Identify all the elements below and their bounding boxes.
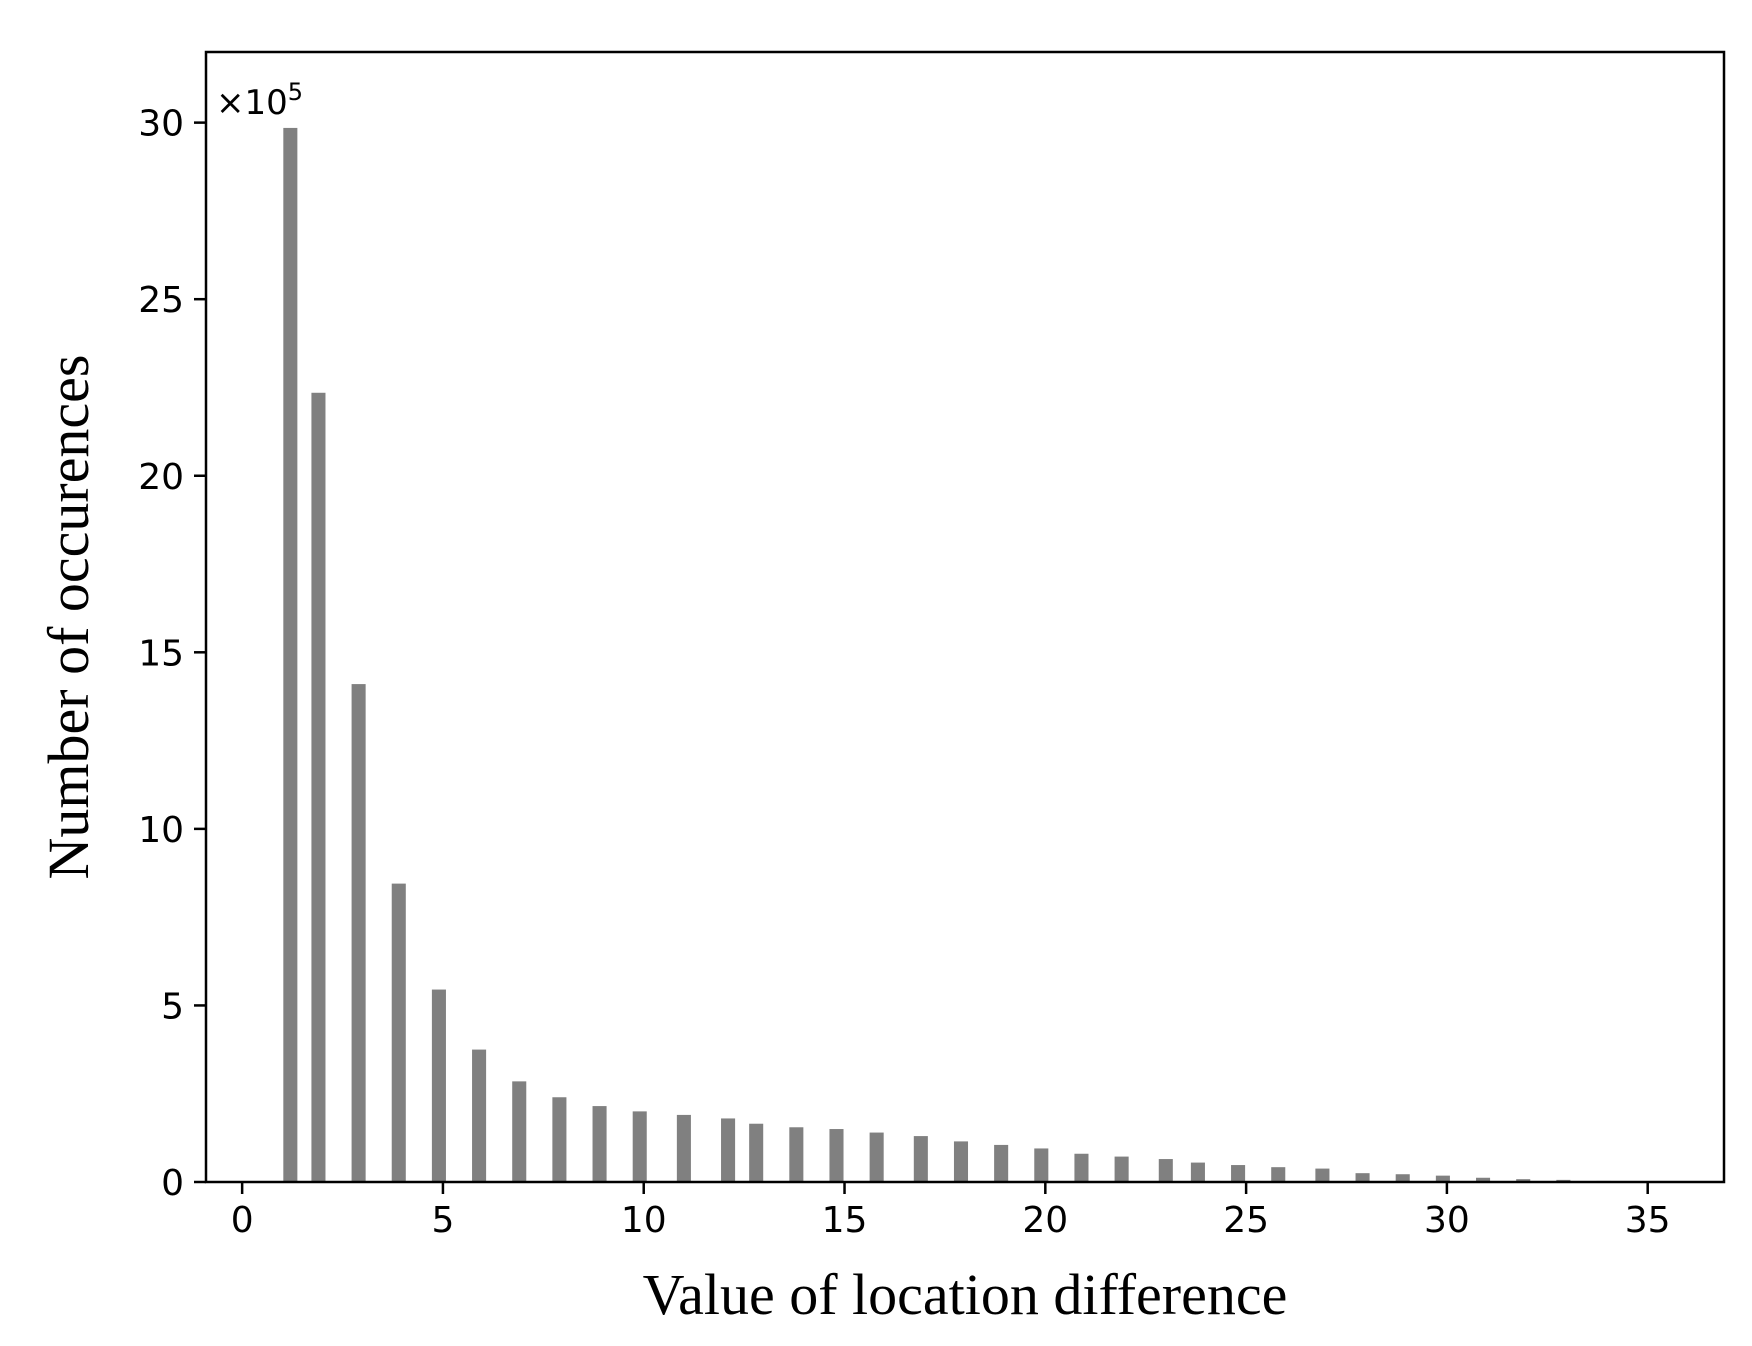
- bar-16: [913, 1136, 928, 1182]
- bar-20: [1074, 1153, 1089, 1182]
- y-tick-label: 25: [138, 280, 184, 321]
- y-tick-label: 10: [138, 810, 184, 851]
- y-axis-multiplier: ×105: [216, 78, 303, 123]
- x-tick-label: 5: [431, 1200, 454, 1241]
- x-tick-label: 15: [822, 1200, 868, 1241]
- y-tick-label: 15: [138, 633, 184, 674]
- bar-12: [749, 1123, 764, 1182]
- bar-19: [1034, 1148, 1049, 1182]
- bar-0: [283, 127, 298, 1182]
- bar-4: [431, 989, 446, 1182]
- plot-frame: [204, 50, 1726, 1184]
- bar-22: [1158, 1159, 1173, 1182]
- x-tick-label: 20: [1022, 1200, 1068, 1241]
- bar-9: [632, 1111, 647, 1183]
- bar-31: [1516, 1179, 1531, 1182]
- y-tick-label: 20: [138, 457, 184, 498]
- bar-8: [592, 1106, 607, 1182]
- bar-3: [391, 883, 406, 1182]
- bar-21: [1114, 1156, 1129, 1182]
- bar-24: [1231, 1165, 1246, 1182]
- x-axis-title: Value of location difference: [643, 1262, 1288, 1327]
- bar-30: [1476, 1177, 1491, 1182]
- bar-26: [1315, 1168, 1330, 1182]
- bar-28: [1395, 1174, 1410, 1182]
- x-tick-label: 30: [1424, 1200, 1470, 1241]
- y-tick-label: 5: [161, 986, 184, 1027]
- bar-18: [994, 1144, 1009, 1182]
- x-axis-ticks: 0 5 10 15 20 25 30 35: [231, 1182, 1671, 1241]
- x-tick-label: 0: [231, 1200, 254, 1241]
- bar-2: [351, 684, 366, 1182]
- y-tick-label: 0: [161, 1163, 184, 1204]
- bars-group: [283, 127, 1651, 1183]
- bar-25: [1271, 1167, 1286, 1182]
- bar-17: [953, 1141, 969, 1182]
- bar-10: [676, 1114, 691, 1182]
- x-tick-label: 10: [621, 1200, 667, 1241]
- bar-6: [512, 1081, 527, 1182]
- plot-area: [206, 52, 1724, 1182]
- bar-23: [1190, 1162, 1205, 1182]
- y-axis-ticks: 0 5 10 15 20 25 30: [138, 104, 206, 1204]
- x-tick-label: 25: [1223, 1200, 1269, 1241]
- x-tick-label: 35: [1625, 1200, 1671, 1241]
- bar-7: [552, 1097, 567, 1182]
- y-axis-title: Number of occurences: [36, 355, 101, 880]
- bar-14: [829, 1129, 844, 1182]
- bar-11: [721, 1118, 736, 1182]
- bar-29: [1435, 1175, 1450, 1182]
- bar-13: [789, 1127, 804, 1182]
- bar-5: [472, 1049, 487, 1182]
- bar-27: [1355, 1173, 1370, 1182]
- bar-15: [869, 1132, 884, 1182]
- bar-1: [311, 392, 326, 1182]
- y-tick-label: 30: [138, 104, 184, 145]
